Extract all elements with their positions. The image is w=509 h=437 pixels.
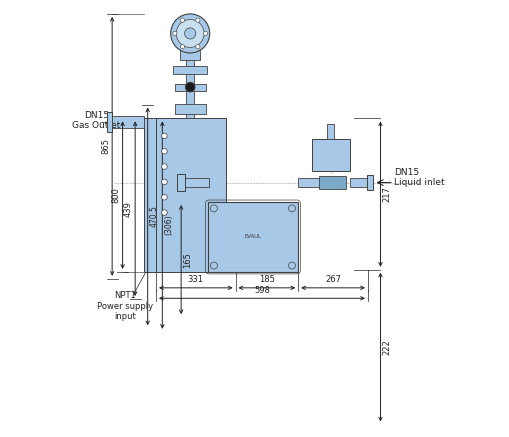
- Text: NPT1
Power supply
input: NPT1 Power supply input: [97, 291, 153, 321]
- Circle shape: [196, 18, 200, 22]
- Bar: [156, 118, 226, 272]
- Bar: [298, 178, 321, 187]
- Text: 331: 331: [188, 275, 204, 284]
- Text: 439: 439: [124, 201, 133, 217]
- Bar: [144, 118, 156, 272]
- Circle shape: [289, 205, 295, 212]
- Bar: [175, 104, 206, 114]
- Circle shape: [289, 262, 295, 269]
- Bar: [106, 112, 112, 132]
- Bar: [175, 84, 206, 91]
- Bar: [319, 176, 346, 189]
- Circle shape: [196, 45, 200, 49]
- Bar: [327, 124, 334, 139]
- Text: 222: 222: [383, 339, 391, 355]
- Bar: [312, 139, 351, 171]
- Bar: [208, 202, 298, 272]
- Circle shape: [162, 194, 167, 200]
- Text: 267: 267: [325, 275, 341, 284]
- Ellipse shape: [185, 82, 195, 92]
- Bar: [367, 175, 373, 190]
- Circle shape: [181, 18, 185, 22]
- Bar: [177, 174, 185, 191]
- Text: 800: 800: [111, 187, 121, 203]
- Circle shape: [210, 262, 217, 269]
- Bar: [110, 116, 144, 128]
- Text: DN15
Gas Outlet: DN15 Gas Outlet: [72, 111, 121, 130]
- Text: 165: 165: [183, 252, 192, 267]
- Circle shape: [162, 179, 167, 185]
- Bar: [181, 50, 200, 60]
- Bar: [351, 178, 369, 187]
- Circle shape: [204, 31, 208, 35]
- Text: DN15
Liquid inlet: DN15 Liquid inlet: [394, 168, 445, 187]
- Bar: [174, 66, 207, 74]
- Circle shape: [162, 210, 167, 215]
- Circle shape: [210, 205, 217, 212]
- Text: 598: 598: [254, 287, 270, 295]
- Text: 470.5: 470.5: [150, 205, 159, 227]
- Text: 217: 217: [383, 186, 391, 202]
- Circle shape: [176, 20, 204, 47]
- Circle shape: [162, 149, 167, 154]
- Circle shape: [171, 14, 210, 53]
- Text: 865: 865: [101, 139, 110, 154]
- Text: (306): (306): [164, 215, 174, 236]
- Circle shape: [162, 133, 167, 139]
- Circle shape: [185, 28, 196, 39]
- Bar: [186, 14, 194, 118]
- Circle shape: [162, 164, 167, 170]
- Circle shape: [181, 45, 185, 49]
- Bar: [183, 178, 209, 187]
- Text: 185: 185: [259, 275, 275, 284]
- Text: EVAUL: EVAUL: [244, 235, 261, 239]
- Circle shape: [173, 31, 177, 35]
